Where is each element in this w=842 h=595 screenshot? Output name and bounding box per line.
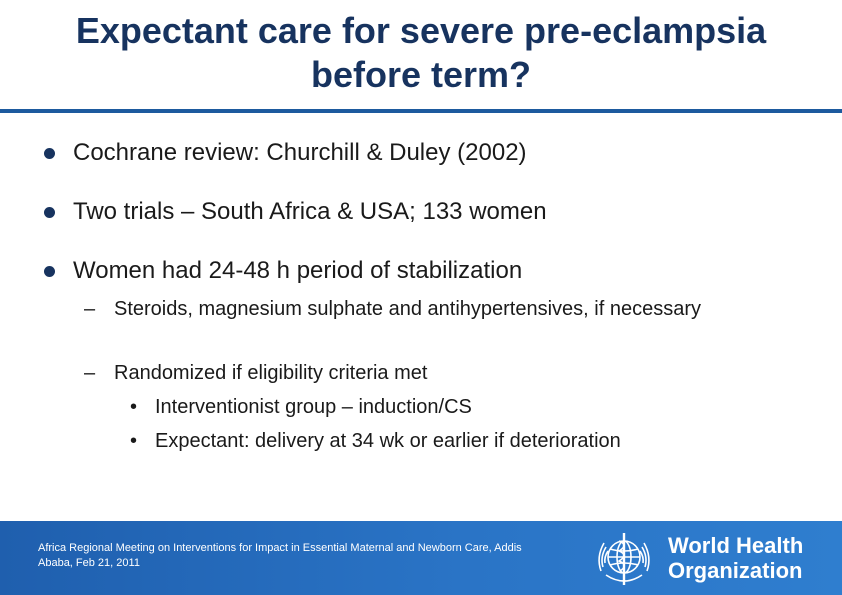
bullet-text: Cochrane review: Churchill & Duley (2002… bbox=[73, 139, 527, 166]
sub-bullet-text: Steroids, magnesium sulphate and antihyp… bbox=[114, 298, 701, 320]
who-logo: World Health Organization bbox=[592, 525, 812, 591]
sub-bullet-dash: – bbox=[84, 362, 96, 384]
sub-sub-bullet-text: Expectant: delivery at 34 wk or earlier … bbox=[155, 430, 621, 452]
bullet-dot-icon bbox=[44, 207, 55, 218]
sub-sub-bullet-dot: • bbox=[130, 396, 138, 418]
title-underline bbox=[0, 109, 842, 113]
footer-bar bbox=[0, 521, 842, 595]
who-name-line-1: World Health bbox=[668, 533, 804, 558]
who-name: World Health Organization bbox=[668, 533, 803, 583]
who-name-line-2: Organization bbox=[668, 558, 803, 583]
sub-sub-bullet-text: Interventionist group – induction/CS bbox=[155, 396, 472, 418]
who-emblem-icon bbox=[598, 533, 650, 585]
sub-bullet-text: Randomized if eligibility criteria met bbox=[114, 362, 428, 384]
footer-meeting-text: Africa Regional Meeting on Interventions… bbox=[38, 542, 522, 569]
bullet-text: Women had 24-48 h period of stabilizatio… bbox=[73, 257, 523, 284]
bullet-text: Two trials – South Africa & USA; 133 wom… bbox=[73, 198, 547, 225]
sub-sub-bullet-dot: • bbox=[130, 430, 138, 452]
sub-bullet-dash: – bbox=[84, 298, 96, 320]
title-line-2: before term? bbox=[310, 54, 532, 95]
bullet-dot-icon bbox=[44, 148, 55, 159]
bullet-dot-icon bbox=[44, 266, 55, 277]
slide-title: Expectant care for severe pre-eclampsia … bbox=[0, 9, 842, 97]
title-line-1: Expectant care for severe pre-eclampsia bbox=[75, 10, 767, 51]
